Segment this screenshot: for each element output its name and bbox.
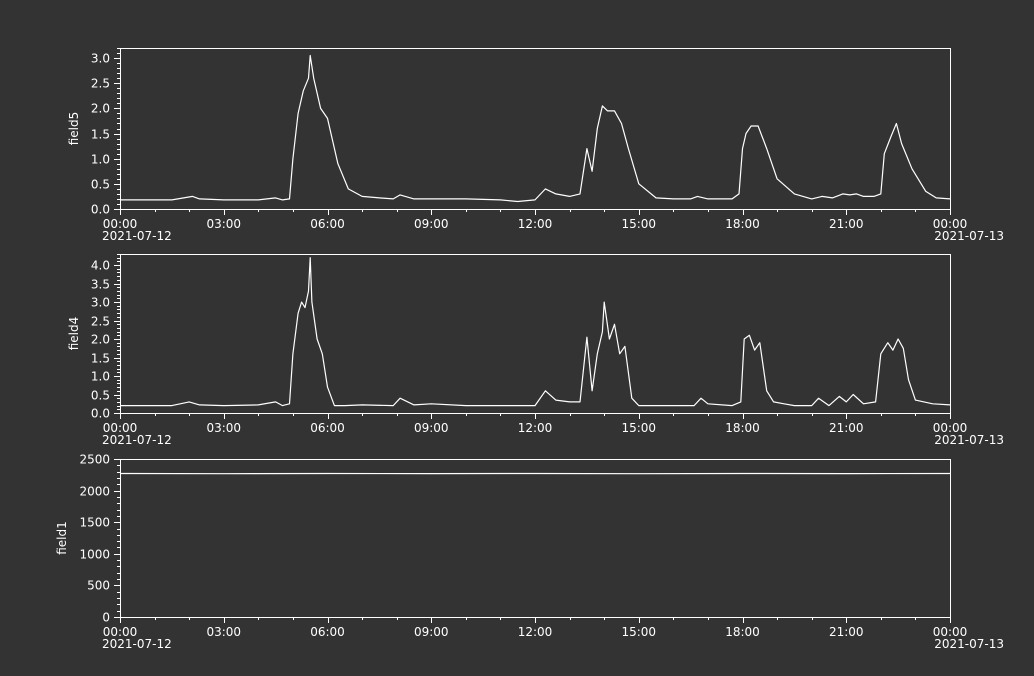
y-tick-label: 2.0 [91, 333, 110, 347]
x-tick-label: 06:00 [310, 421, 345, 435]
x-tick-label: 03:00 [206, 217, 241, 231]
y-tick-label: 0 [102, 611, 110, 625]
x-date-end: 2021-07-13 [934, 433, 1004, 447]
x-tick-label: 00:00 [103, 421, 138, 435]
x-tick-label: 03:00 [206, 625, 241, 639]
x-tick-label: 18:00 [725, 217, 760, 231]
x-tick-label: 21:00 [829, 217, 864, 231]
y-axis-label: field1 [55, 521, 69, 555]
x-tick-label: 18:00 [725, 625, 760, 639]
chart-panel-field4: 0.0 0.5 1.0 1.5 2.0 2.5 3.0 3.5 4.0 field4 00:00 03… [67, 254, 1004, 447]
y-tick-label: 1.5 [91, 352, 110, 366]
y-tick-label: 2.0 [91, 102, 110, 116]
y-tick-label: 500 [87, 579, 110, 593]
x-tick-label: 00:00 [933, 217, 968, 231]
y-axis-label: field4 [67, 317, 81, 351]
y-tick-label: 1.0 [91, 153, 110, 167]
y-tick-label: 3.5 [91, 278, 110, 292]
y-tick-label: 1500 [79, 516, 110, 530]
x-tick-label: 09:00 [414, 217, 449, 231]
x-tick-label: 18:00 [725, 421, 760, 435]
x-tick-label: 06:00 [310, 625, 345, 639]
x-date-end: 2021-07-13 [934, 637, 1004, 651]
x-tick-label: 00:00 [933, 421, 968, 435]
plot-frame [120, 459, 951, 618]
x-tick-label: 09:00 [414, 625, 449, 639]
y-tick-label: 3.0 [91, 296, 110, 310]
chart-panel-field1: 0 500 1000 1500 2000 2500 field1 00:00 03:00 06:0… [55, 453, 1004, 652]
x-tick-label: 00:00 [103, 625, 138, 639]
y-tick-label: 2500 [79, 453, 110, 467]
x-tick-label: 15:00 [621, 217, 656, 231]
x-tick-label: 12:00 [518, 421, 553, 435]
y-tick-label: 2.5 [91, 315, 110, 329]
x-tick-label: 00:00 [933, 625, 968, 639]
y-tick-label: 2.5 [91, 77, 110, 91]
y-tick-label: 1.0 [91, 370, 110, 384]
x-tick-label: 06:00 [310, 217, 345, 231]
series-line [120, 257, 951, 407]
x-tick-label: 15:00 [621, 421, 656, 435]
x-date-start: 2021-07-12 [102, 433, 172, 447]
x-tick-label: 21:00 [829, 625, 864, 639]
x-tick-label: 00:00 [103, 217, 138, 231]
y-tick-label: 0.5 [91, 178, 110, 192]
chart-panel-field5: 0.0 0.5 1.0 1.5 2.0 2.5 3.0 field5 00:00 03:00 06:… [67, 48, 1004, 243]
y-axis-label: field5 [67, 112, 81, 146]
x-tick-label: 09:00 [414, 421, 449, 435]
y-tick-label: 4.0 [91, 259, 110, 273]
y-tick-label: 0.5 [91, 389, 110, 403]
x-tick-label: 03:00 [206, 421, 241, 435]
x-date-end: 2021-07-13 [934, 229, 1004, 243]
y-tick-label: 3.0 [91, 52, 110, 66]
plot-frame [120, 48, 951, 210]
x-tick-label: 15:00 [621, 625, 656, 639]
x-tick-label: 21:00 [829, 421, 864, 435]
y-tick-label: 1.5 [91, 128, 110, 142]
plot-frame [120, 254, 951, 414]
y-tick-label: 2000 [79, 485, 110, 499]
x-date-start: 2021-07-12 [102, 229, 172, 243]
series-line [120, 54, 951, 203]
y-tick-label: 0.0 [91, 203, 110, 217]
x-tick-label: 12:00 [518, 625, 553, 639]
x-date-start: 2021-07-12 [102, 637, 172, 651]
x-tick-label: 12:00 [518, 217, 553, 231]
y-tick-label: 0.0 [91, 407, 110, 421]
y-tick-label: 1000 [79, 548, 110, 562]
